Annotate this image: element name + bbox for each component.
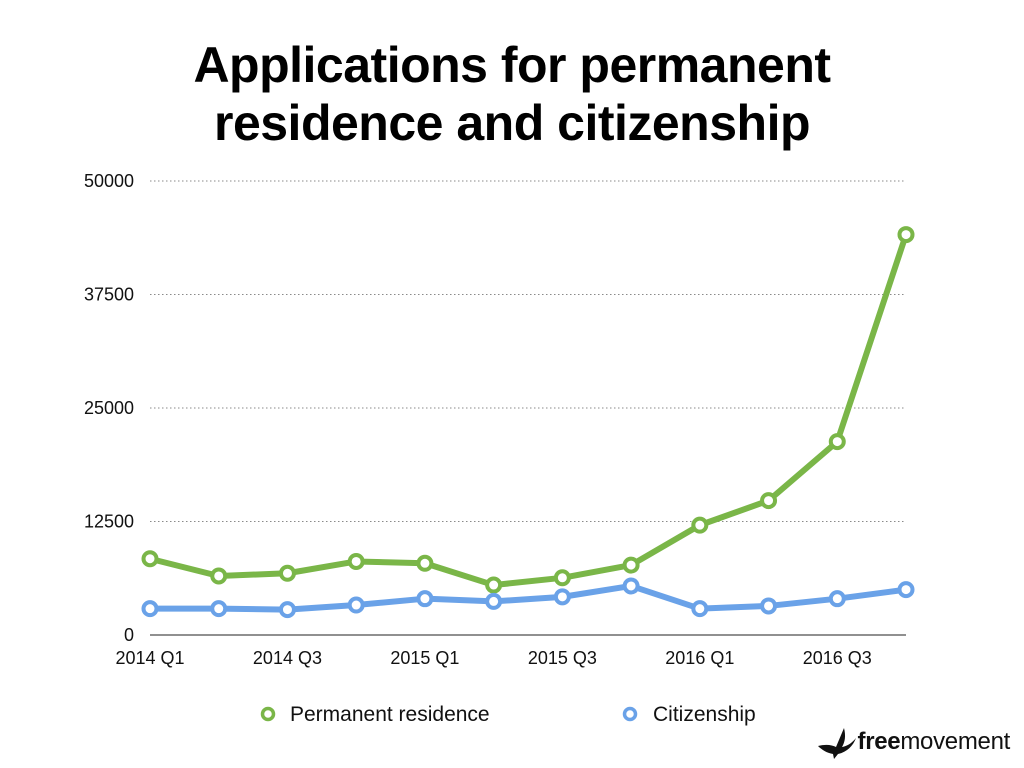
data-point xyxy=(553,588,571,606)
y-tick-label: 12500 xyxy=(84,512,134,532)
brand-name: freemovement xyxy=(857,728,1011,756)
x-tick-label: 2014 Q3 xyxy=(253,648,322,668)
freemovement-logo: freemovement xyxy=(816,724,1010,760)
gridlines xyxy=(150,180,906,522)
legend-label: Citizenship xyxy=(653,703,756,726)
x-axis-tick-labels: 2014 Q1 2014 Q3 2015 Q1 2015 Q3 2016 Q1 2016 … xyxy=(115,648,871,668)
y-tick-label: 50000 xyxy=(84,171,134,191)
data-point xyxy=(485,592,503,610)
series-line xyxy=(147,231,909,589)
data-point xyxy=(347,552,365,570)
y-axis-tick-labels: 0 12500 25000 37500 50000 xyxy=(84,171,134,645)
data-point xyxy=(553,569,571,587)
data-point xyxy=(897,226,915,244)
data-point xyxy=(691,516,709,534)
brand-name-regular: movement xyxy=(900,728,1010,755)
series-line xyxy=(147,582,909,613)
series-lines xyxy=(141,226,915,619)
y-tick-label: 25000 xyxy=(84,398,134,418)
legend-label: Permanent residence xyxy=(290,703,490,726)
x-tick-label: 2015 Q3 xyxy=(528,648,597,668)
x-tick-label: 2015 Q1 xyxy=(390,648,459,668)
y-tick-label: 0 xyxy=(124,625,134,645)
data-point xyxy=(278,601,296,619)
data-point xyxy=(622,577,640,595)
data-point xyxy=(828,590,846,608)
chart-title: Applications for permanent residence and… xyxy=(0,36,1024,152)
data-point xyxy=(691,600,709,618)
legend: Permanent residence Citizenship xyxy=(260,703,756,726)
chart-title-line-2: residence and citizenship xyxy=(213,95,811,151)
data-point xyxy=(416,554,434,572)
legend-item: Permanent residence xyxy=(260,703,490,726)
x-tick-label: 2016 Q1 xyxy=(665,648,734,668)
x-tick-label: 2014 Q1 xyxy=(115,648,184,668)
legend-marker xyxy=(260,706,276,722)
data-point xyxy=(141,550,159,568)
data-point xyxy=(210,600,228,618)
legend-marker xyxy=(622,706,638,722)
data-point xyxy=(141,600,159,618)
data-point xyxy=(485,576,503,594)
series-citizenship xyxy=(141,577,915,619)
y-tick-label: 37500 xyxy=(84,285,134,305)
data-point xyxy=(347,596,365,614)
data-point xyxy=(760,597,778,615)
x-tick-label: 2016 Q3 xyxy=(803,648,872,668)
data-point xyxy=(210,567,228,585)
data-point xyxy=(828,433,846,451)
series-permanent-residence xyxy=(141,226,915,594)
brand-name-bold: free xyxy=(857,728,901,755)
data-point xyxy=(897,581,915,599)
data-point xyxy=(278,564,296,582)
data-point xyxy=(760,492,778,510)
bird-icon xyxy=(817,728,856,759)
data-point xyxy=(416,590,434,608)
legend-item: Citizenship xyxy=(622,703,756,726)
data-point xyxy=(622,556,640,574)
chart-title-line-1: Applications for permanent xyxy=(193,37,831,93)
